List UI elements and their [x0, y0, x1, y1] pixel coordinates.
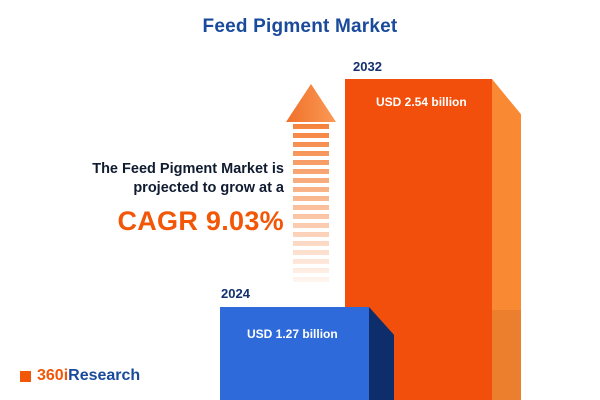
description-block: The Feed Pigment Market is projected to … [56, 160, 284, 237]
cagr-value: CAGR 9.03% [117, 206, 284, 236]
logo-text-prefix: 360i [37, 367, 69, 384]
bar-label-2024: 2024 [221, 286, 250, 301]
growth-arrow-head-icon [286, 84, 336, 122]
logo-square-icon [20, 370, 31, 382]
company-logo: 360iResearch [20, 367, 140, 385]
description-line-2: projected to grow at a [133, 180, 284, 196]
bar-value-2032: USD 2.54 billion [376, 95, 467, 109]
description-line-1: The Feed Pigment Market is [92, 161, 284, 177]
bar-2024 [220, 307, 369, 400]
logo-text: 360iResearch [37, 367, 140, 385]
growth-arrow-stripes-icon [293, 124, 329, 282]
bar-label-2032: 2032 [353, 59, 382, 74]
logo-text-suffix: Research [68, 367, 141, 384]
page-title: Feed Pigment Market [202, 16, 398, 37]
bar-2032-side-face [492, 79, 521, 400]
bar-2032-side-shadow [492, 310, 521, 400]
bar-value-2024: USD 1.27 billion [247, 327, 338, 341]
